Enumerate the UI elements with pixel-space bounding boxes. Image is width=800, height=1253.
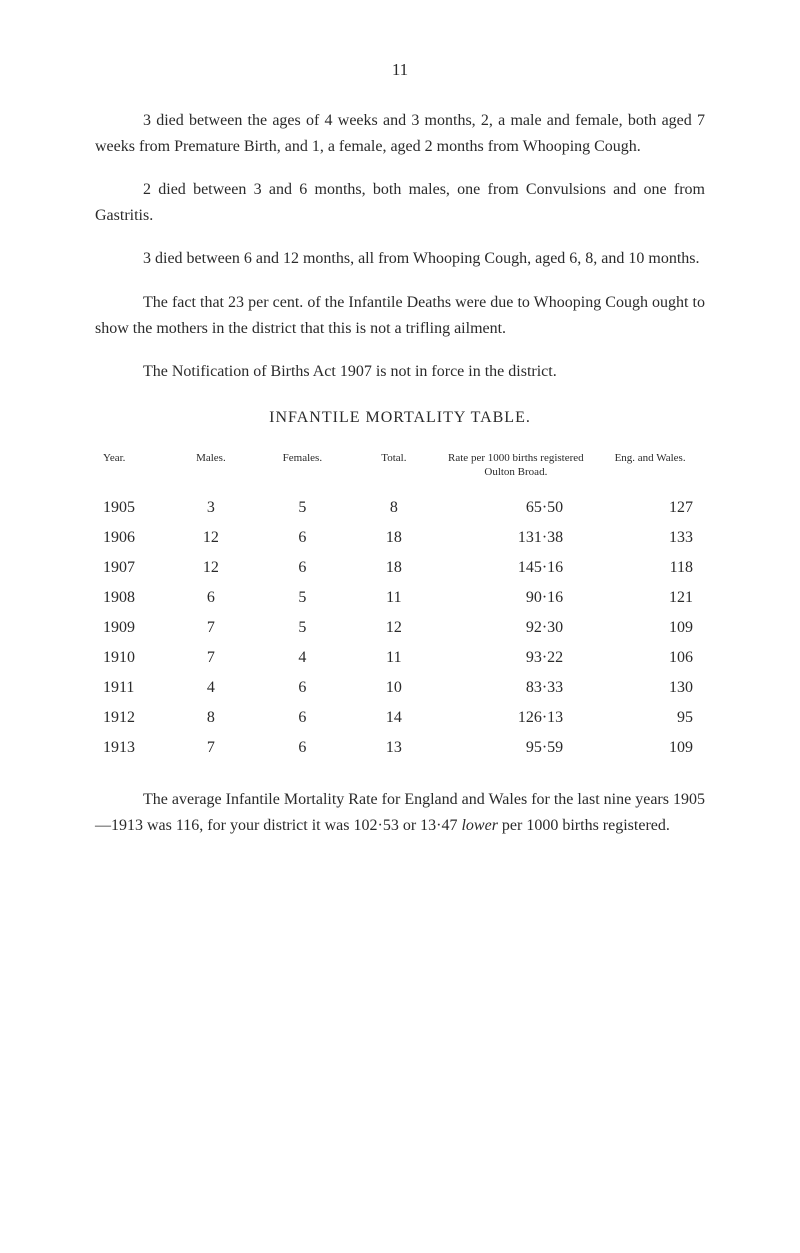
paragraph-6: The average Infantile Mortality Rate for… [95, 787, 705, 838]
cell-engWales: 130 [595, 673, 705, 703]
table-row: 1911461083·33130 [95, 673, 705, 703]
cell-rate: 126·13 [437, 703, 596, 733]
table-row: 1908651190·16121 [95, 583, 705, 613]
table-row: 190535865·50127 [95, 493, 705, 523]
p6-italic: lower [461, 817, 497, 834]
table-row: 190612618131·38133 [95, 523, 705, 553]
cell-total: 10 [351, 673, 436, 703]
table-body: 190535865·50127190612618131·381331907126… [95, 493, 705, 763]
cell-rate: 90·16 [437, 583, 596, 613]
header-total: Total. [351, 447, 436, 494]
paragraph-4: The fact that 23 per cent. of the Infant… [95, 290, 705, 341]
page-number: 11 [95, 60, 705, 80]
table-header-row: Year. Males. Females. Total. Rate per 10… [95, 447, 705, 494]
cell-engWales: 109 [595, 613, 705, 643]
cell-males: 8 [168, 703, 253, 733]
paragraph-5: The Notification of Births Act 1907 is n… [95, 359, 705, 385]
cell-rate: 145·16 [437, 553, 596, 583]
cell-year: 1910 [95, 643, 168, 673]
cell-males: 7 [168, 733, 253, 763]
cell-engWales: 109 [595, 733, 705, 763]
cell-rate: 92·30 [437, 613, 596, 643]
cell-engWales: 127 [595, 493, 705, 523]
cell-females: 6 [254, 733, 352, 763]
cell-year: 1906 [95, 523, 168, 553]
header-rate: Rate per 1000 births registered Oulton B… [437, 447, 596, 494]
cell-engWales: 118 [595, 553, 705, 583]
cell-males: 12 [168, 523, 253, 553]
cell-rate: 131·38 [437, 523, 596, 553]
cell-year: 1912 [95, 703, 168, 733]
cell-females: 6 [254, 673, 352, 703]
cell-females: 5 [254, 583, 352, 613]
paragraph-1: 3 died between the ages of 4 weeks and 3… [95, 108, 705, 159]
cell-males: 4 [168, 673, 253, 703]
cell-total: 14 [351, 703, 436, 733]
table-row: 1909751292·30109 [95, 613, 705, 643]
cell-males: 7 [168, 613, 253, 643]
cell-total: 18 [351, 553, 436, 583]
table-title: INFANTILE MORTALITY TABLE. [95, 409, 705, 427]
cell-females: 6 [254, 553, 352, 583]
header-year: Year. [95, 447, 168, 494]
table-row: 19128614126·1395 [95, 703, 705, 733]
cell-year: 1908 [95, 583, 168, 613]
cell-rate: 65·50 [437, 493, 596, 523]
cell-engWales: 106 [595, 643, 705, 673]
table-row: 1910741193·22106 [95, 643, 705, 673]
cell-year: 1905 [95, 493, 168, 523]
cell-males: 7 [168, 643, 253, 673]
cell-males: 6 [168, 583, 253, 613]
cell-females: 5 [254, 493, 352, 523]
cell-year: 1909 [95, 613, 168, 643]
table-row: 190712618145·16118 [95, 553, 705, 583]
cell-total: 11 [351, 643, 436, 673]
cell-total: 12 [351, 613, 436, 643]
paragraph-2: 2 died between 3 and 6 months, both male… [95, 177, 705, 228]
cell-females: 5 [254, 613, 352, 643]
cell-males: 3 [168, 493, 253, 523]
paragraph-3: 3 died between 6 and 12 months, all from… [95, 246, 705, 272]
cell-engWales: 121 [595, 583, 705, 613]
cell-engWales: 95 [595, 703, 705, 733]
cell-rate: 93·22 [437, 643, 596, 673]
cell-rate: 95·59 [437, 733, 596, 763]
cell-year: 1911 [95, 673, 168, 703]
cell-engWales: 133 [595, 523, 705, 553]
header-eng-wales: Eng. and Wales. [595, 447, 705, 494]
header-females: Females. [254, 447, 352, 494]
p6-post: per 1000 births registered. [498, 817, 670, 834]
cell-total: 13 [351, 733, 436, 763]
cell-year: 1913 [95, 733, 168, 763]
cell-total: 11 [351, 583, 436, 613]
cell-total: 18 [351, 523, 436, 553]
cell-year: 1907 [95, 553, 168, 583]
cell-total: 8 [351, 493, 436, 523]
cell-females: 6 [254, 703, 352, 733]
cell-rate: 83·33 [437, 673, 596, 703]
cell-females: 4 [254, 643, 352, 673]
table-row: 1913761395·59109 [95, 733, 705, 763]
mortality-table: Year. Males. Females. Total. Rate per 10… [95, 447, 705, 764]
header-males: Males. [168, 447, 253, 494]
cell-females: 6 [254, 523, 352, 553]
cell-males: 12 [168, 553, 253, 583]
